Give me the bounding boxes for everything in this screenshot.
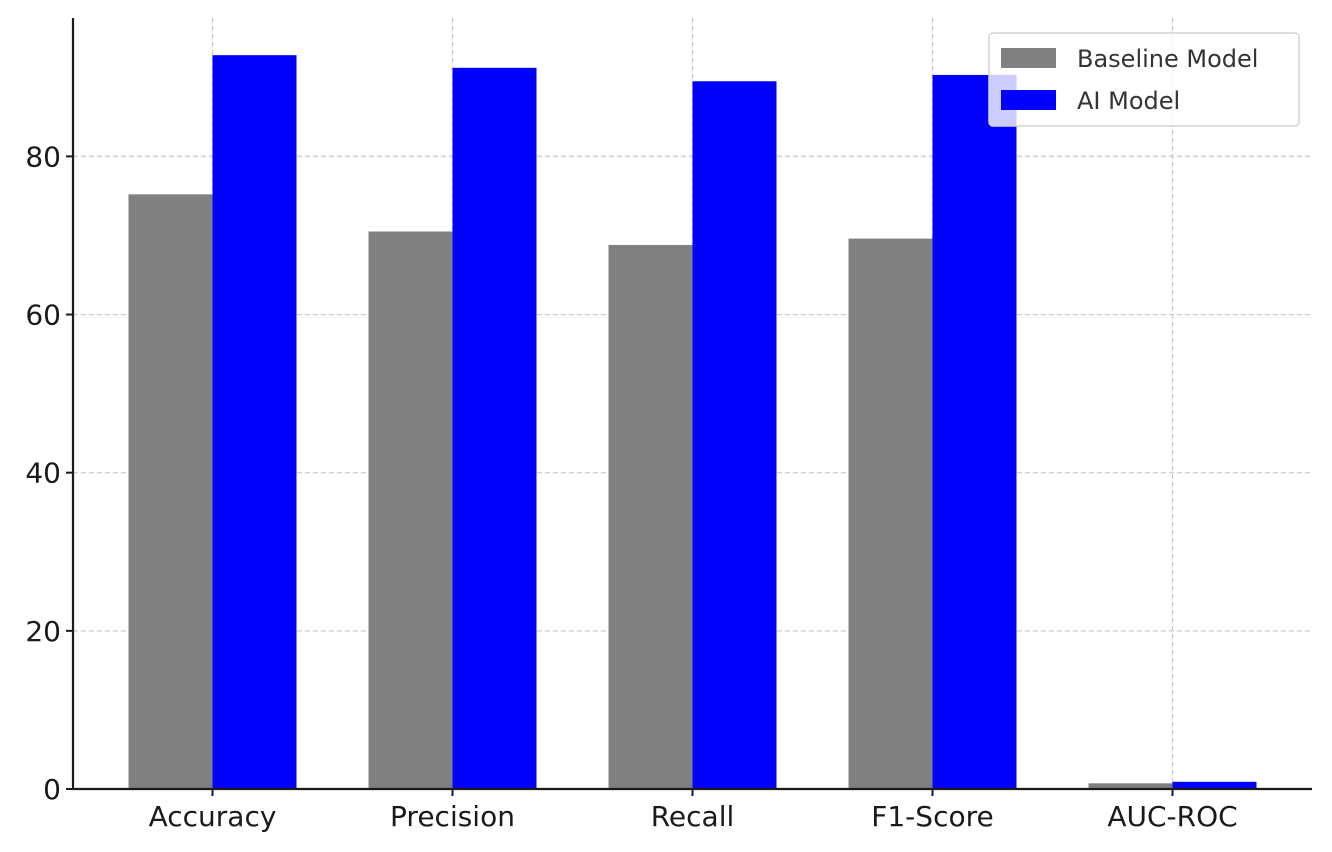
x-tick-label: Accuracy (149, 800, 277, 833)
bar-ai-model-f1-score[interactable] (932, 74, 1017, 790)
x-tick-label: F1-Score (871, 800, 993, 833)
y-tick-label: 60 (25, 299, 61, 332)
legend-label: Baseline Model (1077, 45, 1258, 73)
ticks-layer: 0 20 40 60 80 Accuracy Precision Recall F1-Score… (25, 140, 1237, 833)
x-tick-label: Precision (390, 800, 515, 833)
bar-ai-model-accuracy[interactable] (212, 55, 297, 790)
bar-ai-model-precision[interactable] (452, 67, 537, 789)
legend-label: AI Model (1077, 87, 1180, 115)
bar-baseline-model-recall[interactable] (608, 244, 693, 789)
legend-swatch (1001, 48, 1056, 68)
y-tick-label: 80 (25, 140, 61, 173)
legend[interactable]: Baseline Model AI Model (988, 32, 1300, 127)
x-tick-label: Recall (651, 800, 735, 833)
y-tick-label: 40 (25, 457, 61, 490)
bar-baseline-model-precision[interactable] (368, 231, 453, 789)
bar-ai-model-auc-roc[interactable] (1172, 781, 1257, 789)
bar-baseline-model-f1-score[interactable] (848, 238, 933, 789)
legend-swatch (1001, 90, 1056, 110)
x-tick-label: AUC-ROC (1107, 800, 1237, 833)
bar-baseline-model-accuracy[interactable] (128, 194, 213, 789)
bar-ai-model-recall[interactable] (692, 81, 777, 789)
bars-layer (128, 55, 1257, 790)
y-tick-label: 20 (25, 615, 61, 648)
legend-box (988, 32, 1300, 127)
y-tick-label: 0 (43, 773, 61, 806)
bar-baseline-model-auc-roc[interactable] (1088, 783, 1173, 789)
